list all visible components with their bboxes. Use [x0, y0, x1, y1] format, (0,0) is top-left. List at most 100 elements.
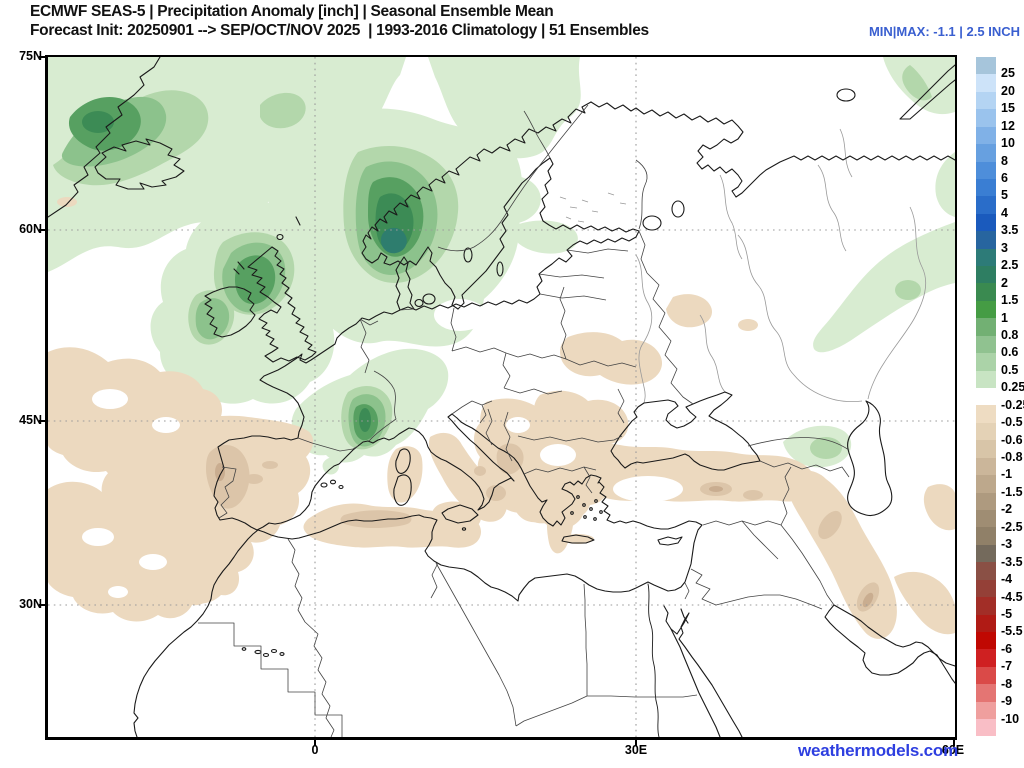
colorbar-label: -0.8 — [1001, 450, 1023, 465]
colorbar-label: -5.5 — [1001, 624, 1023, 639]
colorbar-segment — [976, 283, 996, 301]
colorbar-label: 20 — [1001, 83, 1015, 98]
colorbar-segment — [976, 300, 996, 319]
colorbar-segment — [976, 161, 996, 179]
colorbar-label: 10 — [1001, 136, 1015, 151]
colorbar-swatches — [976, 57, 996, 737]
colorbar-label: -9 — [1001, 694, 1013, 709]
lat-label-45n: 45N — [19, 413, 42, 427]
colorbar-segment — [976, 666, 996, 685]
colorbar-label: -4.5 — [1001, 589, 1023, 604]
lon-label-0: 0 — [311, 743, 319, 757]
colorbar-segment — [976, 684, 996, 702]
colorbar-label: -10 — [1001, 711, 1020, 726]
colorbar-segment — [976, 649, 996, 667]
wet-region-gaps — [434, 299, 486, 331]
colorbar-segment — [976, 144, 996, 162]
colorbar-segment — [976, 370, 996, 389]
colorbar — [976, 57, 996, 737]
colorbar-label: 4 — [1001, 205, 1008, 220]
colorbar-label: -0.25 — [1001, 397, 1024, 412]
colorbar-segment — [976, 266, 996, 284]
tick-0 — [314, 740, 316, 746]
colorbar-segment — [976, 422, 996, 441]
colorbar-label: 0.8 — [1001, 327, 1019, 342]
colorbar-segment — [976, 597, 996, 615]
colorbar-segment — [976, 196, 996, 214]
anomaly-wet-level6 — [380, 227, 407, 254]
colorbar-segment — [976, 440, 996, 458]
graticule — [48, 57, 955, 737]
colorbar-label: -4 — [1001, 572, 1013, 587]
colorbar-label: -1.5 — [1001, 484, 1023, 499]
colorbar-segment — [976, 405, 996, 423]
colorbar-segment — [976, 614, 996, 632]
colorbar-segment — [976, 701, 996, 720]
colorbar-segment — [976, 719, 996, 737]
colorbar-segment — [976, 492, 996, 510]
colorbar-label: 1.5 — [1001, 293, 1019, 308]
page-subtitle: Forecast Init: 20250901 --> SEP/OCT/NOV … — [30, 22, 649, 39]
rivers — [559, 128, 927, 404]
colorbar-segment — [976, 562, 996, 580]
page-title: ECMWF SEAS-5 | Precipitation Anomaly [in… — [30, 3, 554, 20]
colorbar-label: 2.5 — [1001, 258, 1019, 273]
colorbar-label: 15 — [1001, 101, 1015, 116]
colorbar-segment — [976, 57, 996, 75]
colorbar-segment — [976, 248, 996, 267]
colorbar-label: -7 — [1001, 659, 1013, 674]
colorbar-segment — [976, 231, 996, 249]
tick-60e — [953, 740, 955, 746]
colorbar-label: -1 — [1001, 467, 1013, 482]
lon-label-60e: 60E — [941, 743, 965, 757]
lat-label-60n: 60N — [19, 222, 42, 236]
colorbar-label: -5 — [1001, 606, 1013, 621]
colorbar-label: -3 — [1001, 537, 1013, 552]
colorbar-label: -0.5 — [1001, 415, 1023, 430]
colorbar-label: 0.6 — [1001, 345, 1019, 360]
colorbar-label: 25 — [1001, 66, 1015, 81]
map-frame — [45, 55, 957, 740]
colorbar-segment — [976, 178, 996, 197]
colorbar-segment — [976, 335, 996, 354]
colorbar-label: 6 — [1001, 171, 1008, 186]
colorbar-label: -6 — [1001, 641, 1013, 656]
colorbar-segment — [976, 353, 996, 371]
colorbar-label: 5 — [1001, 188, 1008, 203]
colorbar-label: -2 — [1001, 502, 1013, 517]
colorbar-label: 1 — [1001, 310, 1008, 325]
colorbar-segment — [976, 631, 996, 650]
colorbar-segment — [976, 388, 996, 406]
colorbar-label: 0.25 — [1001, 380, 1024, 395]
colorbar-segment — [976, 544, 996, 563]
colorbar-segment — [976, 213, 996, 232]
colorbar-label: -8 — [1001, 676, 1013, 691]
colorbar-label: -2.5 — [1001, 519, 1023, 534]
tick-30e — [635, 740, 637, 746]
colorbar-segment — [976, 109, 996, 127]
lat-label-30n: 30N — [19, 597, 42, 611]
europe-precip-anomaly-map — [48, 57, 955, 737]
colorbar-segment — [976, 126, 996, 145]
colorbar-label: 2 — [1001, 275, 1008, 290]
colorbar-segment — [976, 579, 996, 598]
colorbar-segment — [976, 475, 996, 493]
colorbar-segment — [976, 457, 996, 476]
colorbar-label: 0.5 — [1001, 362, 1019, 377]
watermark-link[interactable]: weathermodels.com — [797, 741, 958, 760]
colorbar-segment — [976, 318, 996, 336]
colorbar-segment — [976, 509, 996, 528]
dry-region-gaps — [82, 389, 683, 598]
colorbar-label: 3.5 — [1001, 223, 1019, 238]
tick-75n — [39, 56, 45, 58]
colorbar-label: 3 — [1001, 240, 1008, 255]
coastlines — [48, 57, 955, 737]
colorbar-segment — [976, 74, 996, 92]
colorbar-segment — [976, 91, 996, 110]
tick-30n — [39, 604, 45, 606]
tick-45n — [39, 420, 45, 422]
colorbar-segment — [976, 527, 996, 545]
tick-60n — [39, 229, 45, 231]
colorbar-label: -3.5 — [1001, 554, 1023, 569]
minmax-readout: MIN|MAX: -1.1 | 2.5 INCH — [868, 24, 1020, 39]
